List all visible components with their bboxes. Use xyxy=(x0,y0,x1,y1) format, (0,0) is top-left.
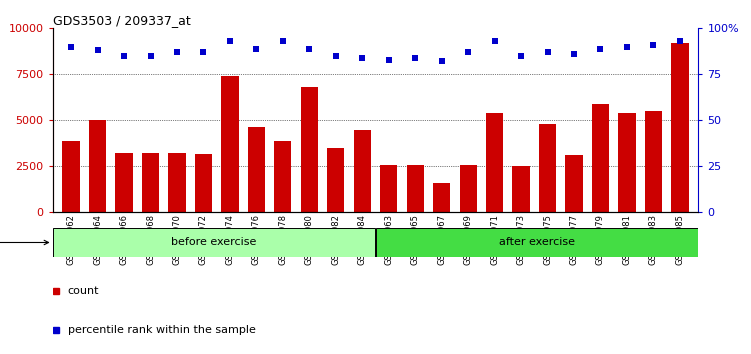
Point xyxy=(171,50,183,55)
Point xyxy=(515,53,527,59)
Point xyxy=(621,44,633,50)
Bar xyxy=(406,165,424,212)
Text: GDS3503 / 209337_at: GDS3503 / 209337_at xyxy=(53,14,190,27)
Point xyxy=(144,53,156,59)
Point xyxy=(330,53,342,59)
Text: percentile rank within the sample: percentile rank within the sample xyxy=(68,325,255,335)
Bar xyxy=(566,155,583,212)
Point xyxy=(674,38,686,44)
Bar xyxy=(433,183,451,212)
Bar xyxy=(327,148,345,212)
Point xyxy=(409,55,421,61)
Bar xyxy=(618,113,635,212)
Bar xyxy=(89,120,106,212)
Point xyxy=(277,38,289,44)
Point xyxy=(92,47,104,53)
Point xyxy=(303,46,315,51)
Bar xyxy=(592,104,609,212)
Point xyxy=(541,50,553,55)
Bar xyxy=(53,228,376,257)
Bar xyxy=(671,43,689,212)
Point xyxy=(647,42,659,48)
Bar xyxy=(142,154,159,212)
Point xyxy=(383,57,395,62)
Text: before exercise: before exercise xyxy=(171,238,257,247)
Bar xyxy=(300,87,318,212)
Point xyxy=(118,53,130,59)
Bar xyxy=(116,154,133,212)
Bar xyxy=(645,111,662,212)
Point xyxy=(250,46,262,51)
Point xyxy=(224,38,236,44)
Bar xyxy=(354,130,371,212)
Bar xyxy=(222,76,239,212)
Bar xyxy=(62,141,80,212)
Bar xyxy=(195,154,212,212)
Bar xyxy=(460,165,477,212)
Point xyxy=(356,55,368,61)
Bar xyxy=(376,228,698,257)
Bar xyxy=(486,113,503,212)
Bar xyxy=(168,154,185,212)
Point xyxy=(462,50,474,55)
Bar xyxy=(539,124,556,212)
Point xyxy=(436,59,448,64)
Text: protocol: protocol xyxy=(0,238,49,247)
Text: after exercise: after exercise xyxy=(499,238,575,247)
Point xyxy=(595,46,607,51)
Bar xyxy=(274,141,291,212)
Point xyxy=(568,51,580,57)
Point xyxy=(198,50,210,55)
Point xyxy=(65,44,77,50)
Bar xyxy=(380,165,397,212)
Text: count: count xyxy=(68,286,99,296)
Bar xyxy=(512,166,529,212)
Bar xyxy=(248,127,265,212)
Point xyxy=(489,38,501,44)
